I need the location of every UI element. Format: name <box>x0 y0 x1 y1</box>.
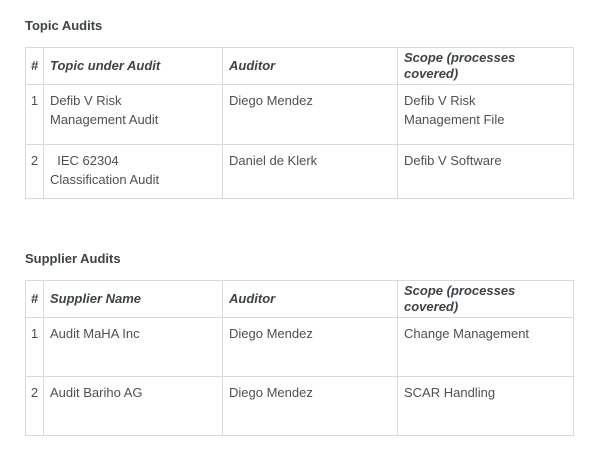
supplier-audits-header-row: # Supplier Name Auditor Scope (processes… <box>25 280 574 318</box>
row-number-cell: 1 <box>25 317 44 377</box>
auditor-cell: Diego Mendez <box>222 376 398 436</box>
scope-cell: Defib V Software <box>397 144 574 199</box>
row-number-cell: 2 <box>25 376 44 436</box>
row-number-cell: 1 <box>25 84 44 145</box>
auditor-cell: Daniel de Klerk <box>222 144 398 199</box>
scope-cell: Change Management <box>397 317 574 377</box>
column-header-topic: Topic under Audit <box>43 47 223 85</box>
table-row: 2 Audit Bariho AG Diego Mendez SCAR Hand… <box>25 376 574 436</box>
column-header-scope: Scope (processes covered) <box>397 47 574 85</box>
auditor-cell: Diego Mendez <box>222 317 398 377</box>
topic-audits-table: # Topic under Audit Auditor Scope (proce… <box>25 47 574 199</box>
topic-audits-header-row: # Topic under Audit Auditor Scope (proce… <box>25 47 574 85</box>
supplier-audits-table: # Supplier Name Auditor Scope (processes… <box>25 280 574 436</box>
supplier-audits-title: Supplier Audits <box>25 251 121 266</box>
row-number-cell: 2 <box>25 144 44 199</box>
column-header-auditor: Auditor <box>222 47 398 85</box>
topic-cell: Defib V Risk Management Audit <box>43 84 223 145</box>
column-header-number: # <box>25 47 44 85</box>
table-row: 1 Audit MaHA Inc Diego Mendez Change Man… <box>25 317 574 377</box>
topic-cell: IEC 62304 Classification Audit <box>43 144 223 199</box>
supplier-cell: Audit Bariho AG <box>43 376 223 436</box>
supplier-cell: Audit MaHA Inc <box>43 317 223 377</box>
scope-cell: Defib V Risk Management File <box>397 84 574 145</box>
table-row: 2 IEC 62304 Classification Audit Daniel … <box>25 144 574 199</box>
topic-audits-title: Topic Audits <box>25 18 103 33</box>
table-row: 1 Defib V Risk Management Audit Diego Me… <box>25 84 574 145</box>
column-header-supplier: Supplier Name <box>43 280 223 318</box>
column-header-auditor: Auditor <box>222 280 398 318</box>
scope-cell: SCAR Handling <box>397 376 574 436</box>
auditor-cell: Diego Mendez <box>222 84 398 145</box>
column-header-number: # <box>25 280 44 318</box>
column-header-scope: Scope (processes covered) <box>397 280 574 318</box>
